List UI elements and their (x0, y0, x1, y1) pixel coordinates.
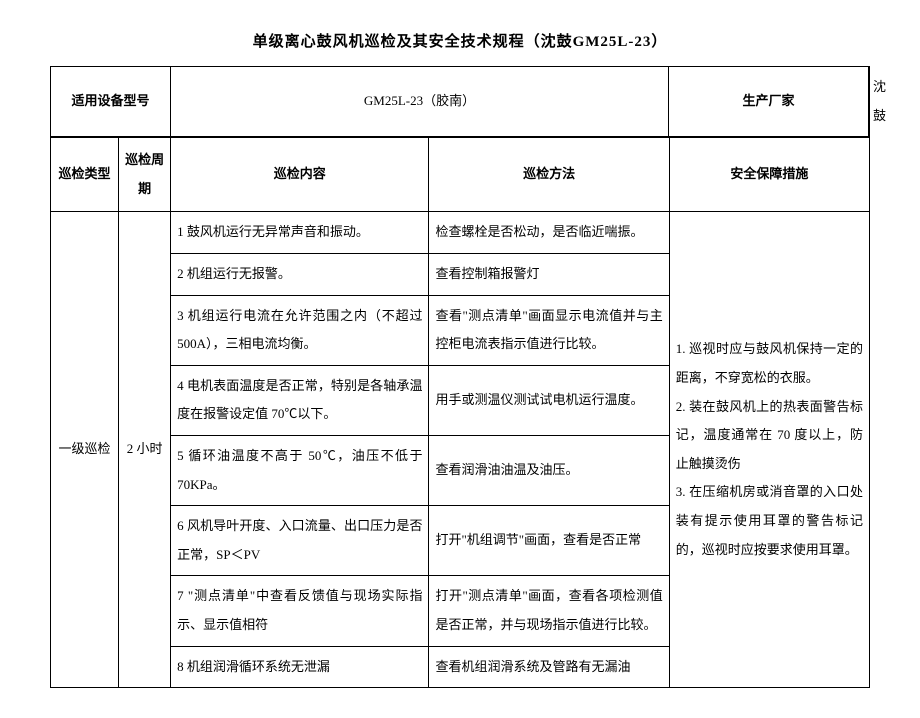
inspection-period-cell: 2 小时 (119, 212, 171, 688)
method-cell: 查看"测点清单"画面显示电流值并与主控柜电流表指示值进行比较。 (429, 295, 669, 365)
manufacturer-label: 生产厂家 (669, 67, 869, 137)
page-title: 单级离心鼓风机巡检及其安全技术规程（沈鼓GM25L-23） (50, 30, 870, 51)
model-value: GM25L-23（胶南） (171, 67, 669, 137)
content-cell: 1 鼓风机运行无异常声音和振动。 (171, 212, 429, 254)
inspection-table: 适用设备型号 GM25L-23（胶南） 生产厂家 沈鼓 (50, 66, 870, 137)
header-row: 巡检类型 巡检周期 巡检内容 巡检方法 安全保障措施 (51, 138, 870, 212)
inspection-type-cell: 一级巡检 (51, 212, 119, 688)
method-cell: 用手或测温仪测试试电机运行温度。 (429, 365, 669, 435)
col-period-header: 巡检周期 (119, 138, 171, 212)
col-type-header: 巡检类型 (51, 138, 119, 212)
method-cell: 打开"测点清单"画面，查看各项检测值是否正常，并与现场指示值进行比较。 (429, 576, 669, 646)
content-cell: 7 "测点清单"中查看反馈值与现场实际指示、显示值相符 (171, 576, 429, 646)
method-cell: 查看控制箱报警灯 (429, 253, 669, 295)
safety-cell: 1. 巡视时应与鼓风机保持一定的距离，不穿宽松的衣服。 2. 装在鼓风机上的热表… (669, 212, 869, 688)
main-table: 巡检类型 巡检周期 巡检内容 巡检方法 安全保障措施 一级巡检 2 小时 1 鼓… (50, 137, 870, 688)
model-label: 适用设备型号 (51, 67, 171, 137)
col-method-header: 巡检方法 (429, 138, 669, 212)
content-cell: 6 风机导叶开度、入口流量、出口压力是否正常，SP＜PV (171, 506, 429, 576)
content-cell: 2 机组运行无报警。 (171, 253, 429, 295)
content-cell: 4 电机表面温度是否正常，特别是各轴承温度在报警设定值 70℃以下。 (171, 365, 429, 435)
col-safety-header: 安全保障措施 (669, 138, 869, 212)
col-content-header: 巡检内容 (171, 138, 429, 212)
content-cell: 5 循环油温度不高于 50℃，油压不低于 70KPa。 (171, 435, 429, 505)
method-cell: 查看机组润滑系统及管路有无漏油 (429, 646, 669, 688)
info-row: 适用设备型号 GM25L-23（胶南） 生产厂家 沈鼓 (51, 67, 870, 137)
method-cell: 检查螺栓是否松动，是否临近喘振。 (429, 212, 669, 254)
content-cell: 8 机组润滑循环系统无泄漏 (171, 646, 429, 688)
method-cell: 打开"机组调节"画面，查看是否正常 (429, 506, 669, 576)
table-row: 一级巡检 2 小时 1 鼓风机运行无异常声音和振动。 检查螺栓是否松动，是否临近… (51, 212, 870, 254)
manufacturer-value: 沈鼓 (869, 67, 870, 137)
method-cell: 查看润滑油油温及油压。 (429, 435, 669, 505)
content-cell: 3 机组运行电流在允许范围之内（不超过500A），三相电流均衡。 (171, 295, 429, 365)
